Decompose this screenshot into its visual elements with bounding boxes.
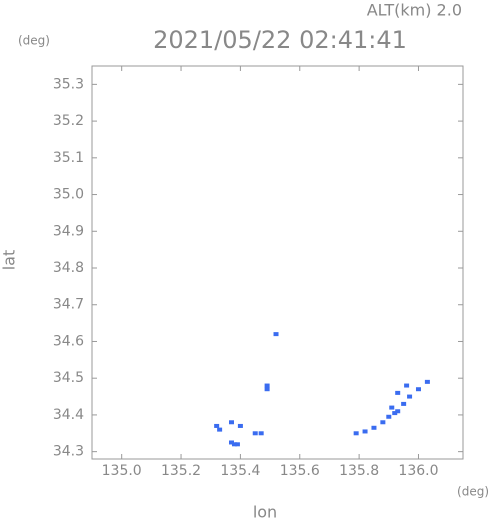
echo-point <box>404 383 410 388</box>
echo-point <box>371 425 377 430</box>
x-tick-label: 136.0 <box>398 463 438 479</box>
y-unit: (deg) <box>18 34 50 48</box>
echo-point <box>424 379 430 384</box>
chart-title: 2021/05/22 02:41:41 <box>153 26 407 54</box>
echo-point <box>380 420 386 425</box>
altitude: ALT(km) 2.0 <box>367 1 462 20</box>
x-tick-label: 135.2 <box>161 463 201 479</box>
y-tick-label: 34.9 <box>53 223 84 239</box>
echo-point <box>264 387 270 392</box>
echo-point <box>264 383 270 388</box>
y-tick-label: 34.8 <box>53 260 84 276</box>
echo-point <box>231 442 237 447</box>
y-tick-label: 34.3 <box>53 444 84 460</box>
x-unit: (deg) <box>457 485 489 499</box>
echo-point <box>386 414 392 419</box>
echo-point <box>362 429 368 434</box>
echo-point <box>214 423 220 428</box>
echo-point <box>237 423 243 428</box>
y-tick-label: 35.0 <box>53 187 84 203</box>
echo-point <box>415 387 421 392</box>
echo-point <box>401 401 407 406</box>
y-tick-label: 34.6 <box>53 333 84 349</box>
x-axis-label: lon <box>253 503 277 522</box>
echo-point <box>228 420 234 425</box>
echo-point <box>395 409 401 414</box>
y-tick-label: 34.7 <box>53 297 84 313</box>
y-tick-label: 35.2 <box>53 113 84 129</box>
echo-point <box>395 390 401 395</box>
echo-point <box>407 394 413 399</box>
x-tick-label: 135.8 <box>339 463 379 479</box>
echo-point <box>392 411 398 416</box>
plot-frame <box>91 65 464 460</box>
y-axis-label: lat <box>0 250 19 271</box>
x-tick-label: 135.4 <box>220 463 260 479</box>
x-tick-label: 135.6 <box>280 463 320 479</box>
y-tick-label: 34.4 <box>53 407 84 423</box>
echo-point <box>234 442 240 447</box>
echo-point <box>353 431 359 436</box>
echo-point <box>258 431 264 436</box>
echo-point <box>252 431 258 436</box>
echo-point <box>228 440 234 445</box>
y-tick-label: 34.5 <box>53 370 84 386</box>
echo-point <box>389 405 395 410</box>
echo-point <box>273 332 279 337</box>
echo-point <box>217 427 223 432</box>
y-tick-label: 35.3 <box>53 76 84 92</box>
x-tick-label: 135.0 <box>102 463 142 479</box>
y-tick-label: 35.1 <box>53 150 84 166</box>
